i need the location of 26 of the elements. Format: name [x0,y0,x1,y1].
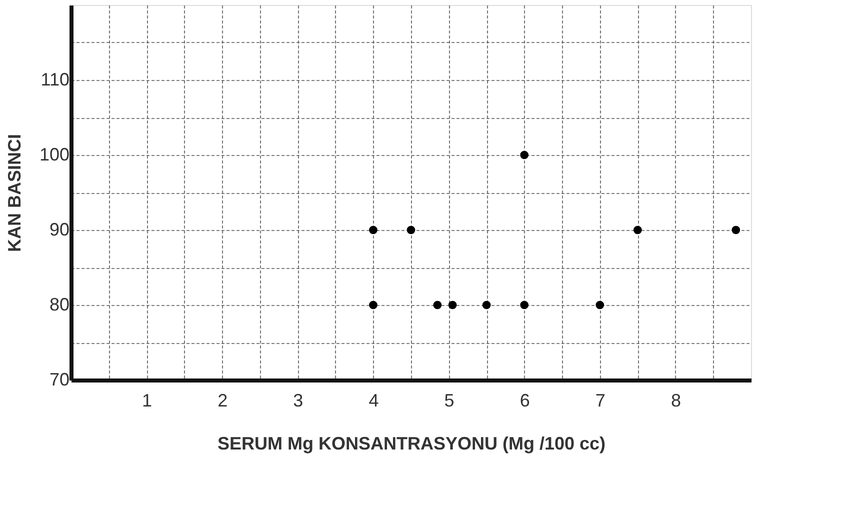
x-tick-label: 4 [368,390,379,410]
y-tick-label: 80 [49,294,70,314]
point [448,300,457,310]
x-tick-label: 5 [444,390,454,410]
y-tick-label: 90 [49,220,70,240]
y-tick-label: 110 [40,70,70,90]
x-tick-label: 8 [670,390,681,410]
x-tick-label: 1 [142,390,152,410]
x-tick-label: 3 [293,390,304,410]
y-tick-label: 70 [49,370,70,390]
point [433,300,442,310]
point [369,226,378,234]
y-axis-title: KAN BASINCI [4,134,24,252]
y-tick-label: 100 [39,144,70,164]
point [596,300,604,310]
x-tick-label: 2 [218,390,228,410]
point [406,226,416,234]
point [520,150,529,160]
point [732,226,740,234]
point [520,300,529,310]
point [482,300,491,310]
point [369,300,378,310]
point [633,226,642,234]
x-axis-title: SERUM Mg KONSANTRASYONU (Mg /100 cc) [217,434,606,454]
x-tick-label: 6 [520,390,530,410]
x-tick-label: 7 [595,390,606,410]
